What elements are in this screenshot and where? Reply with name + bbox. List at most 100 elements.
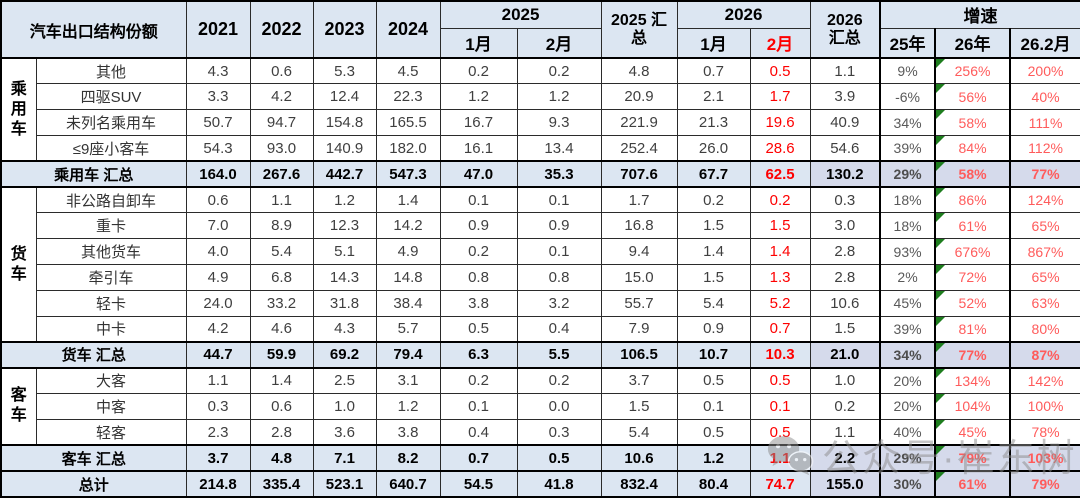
value-cell: 18% — [879, 212, 936, 240]
value-cell: 5.4 — [249, 238, 314, 265]
value-cell: 77% — [1009, 160, 1080, 189]
table-row: 四驱SUV 3.3 4.2 12.4 22.3 1.2 1.2 20.9 2.1 1.7 3.9 -6… — [1, 83, 1080, 111]
value-cell: 14.8 — [375, 264, 441, 291]
value-cell: 10.6 — [809, 289, 881, 317]
value-cell: 79.4 — [375, 340, 441, 369]
value-cell: 0.5 — [676, 367, 751, 395]
value-cell: 31.8 — [312, 289, 377, 317]
header-growth-26feb: 26.2月 — [1009, 27, 1080, 59]
value-cell: 69.2 — [312, 340, 377, 369]
value-cell: 140.9 — [312, 134, 377, 162]
value-cell: 124% — [1009, 186, 1080, 214]
value-cell: 79% — [1009, 470, 1080, 498]
header-2026-sum: 2026 汇总 — [809, 0, 881, 59]
value-cell: 39% — [879, 134, 936, 162]
row-label: 其他货车 — [35, 238, 187, 265]
value-cell: 0.2 — [516, 57, 602, 85]
value-cell: 16.8 — [600, 212, 678, 240]
value-cell: 10.3 — [749, 340, 811, 369]
value-cell: 3.6 — [312, 418, 377, 446]
value-cell: 6.8 — [249, 264, 314, 291]
value-cell: 2.8 — [809, 264, 881, 291]
group-label: 客车 — [0, 367, 37, 446]
value-cell: 547.3 — [375, 160, 441, 189]
value-cell: 38.4 — [375, 289, 441, 317]
value-cell: 5.2 — [749, 289, 811, 317]
value-cell: 0.5 — [676, 418, 751, 446]
value-cell: 9.3 — [516, 109, 602, 136]
value-cell: 1.4 — [249, 367, 314, 395]
summary-row: 货车 汇总 44.7 59.9 69.2 79.4 6.3 5.5 106.5 10.7 10.3… — [0, 340, 1080, 369]
value-cell: 200% — [1009, 57, 1080, 85]
value-cell: 134% — [934, 367, 1011, 395]
value-cell: 0.2 — [439, 57, 518, 85]
value-cell: 2.3 — [185, 418, 251, 446]
value-cell: 52% — [934, 289, 1011, 317]
header-2025-jan: 1月 — [439, 27, 518, 59]
group-label: 货车 — [0, 186, 37, 343]
value-cell: 0.5 — [749, 367, 811, 395]
value-cell: 1.7 — [749, 83, 811, 111]
value-cell: 155.0 — [809, 470, 881, 498]
value-cell: 18% — [879, 186, 936, 214]
value-cell: 0.5 — [516, 444, 602, 472]
value-cell: 4.9 — [375, 238, 441, 265]
value-cell: 0.1 — [676, 393, 751, 420]
value-cell: 267.6 — [249, 160, 314, 189]
value-cell: 0.2 — [439, 238, 518, 265]
value-cell: 3.1 — [375, 367, 441, 395]
value-cell: 13.4 — [516, 134, 602, 162]
header-2025-feb: 2月 — [516, 27, 602, 59]
value-cell: 1.5 — [749, 212, 811, 240]
value-cell: 523.1 — [312, 470, 377, 498]
value-cell: 707.6 — [600, 160, 678, 189]
table-row: 中卡 4.2 4.6 4.3 5.7 0.5 0.4 7.9 0.9 0.7 1.5 39% 81% 80… — [1, 315, 1080, 343]
value-cell: 1.2 — [439, 83, 518, 111]
value-cell: 182.0 — [375, 134, 441, 162]
value-cell: 12.3 — [312, 212, 377, 240]
table-row: 乘用车其他 4.3 0.6 5.3 4.5 0.2 0.2 4.8 0.7 0.5 1.1 9% 256… — [0, 56, 1080, 162]
value-cell: 80.4 — [676, 470, 751, 498]
value-cell: 3.9 — [809, 83, 881, 111]
value-cell: 442.7 — [312, 160, 377, 189]
table-row: 轻卡 24.0 33.2 31.8 38.4 3.8 3.2 55.7 5.4 5.2 10.6 45… — [1, 289, 1080, 317]
value-cell: 1.5 — [600, 393, 678, 420]
header-growth-group: 增速 — [879, 0, 1080, 29]
value-cell: 8.2 — [375, 444, 441, 472]
value-cell: 81% — [934, 315, 1011, 343]
value-cell: 164.0 — [185, 160, 251, 189]
value-cell: 111% — [1009, 109, 1080, 136]
value-cell: 5.1 — [312, 238, 377, 265]
value-cell: 79% — [934, 444, 1011, 472]
value-cell: 1.4 — [676, 238, 751, 265]
value-cell: 154.8 — [312, 109, 377, 136]
value-cell: 30% — [879, 470, 936, 498]
row-label: 客车 汇总 — [0, 444, 187, 472]
group-label: 乘用车 — [0, 56, 37, 162]
value-cell: 61% — [934, 470, 1011, 498]
value-cell: 2.2 — [809, 444, 881, 472]
table-row: 货车非公路自卸车 0.6 1.1 1.2 1.4 0.1 0.1 1.7 0.2 0.2 0.3 18… — [0, 186, 1080, 343]
value-cell: 252.4 — [600, 134, 678, 162]
value-cell: 0.2 — [439, 367, 518, 395]
value-cell: 45% — [879, 289, 936, 317]
value-cell: 67.7 — [676, 160, 751, 189]
row-label: 中客 — [35, 393, 187, 420]
value-cell: 4.3 — [312, 315, 377, 343]
value-cell: 40% — [879, 418, 936, 446]
value-cell: 1.0 — [312, 393, 377, 420]
value-cell: 9% — [879, 57, 936, 85]
value-cell: 1.4 — [375, 186, 441, 214]
value-cell: 20% — [879, 367, 936, 395]
value-cell: 0.1 — [516, 238, 602, 265]
header-2026-group: 2026 — [676, 0, 811, 29]
value-cell: 59.9 — [249, 340, 314, 369]
value-cell: 0.1 — [439, 186, 518, 214]
value-cell: 4.8 — [600, 57, 678, 85]
value-cell: 0.4 — [516, 315, 602, 343]
value-cell: 93% — [879, 238, 936, 265]
value-cell: 0.2 — [749, 186, 811, 214]
value-cell: 14.3 — [312, 264, 377, 291]
table-row: 牵引车 4.9 6.8 14.3 14.8 0.8 0.8 15.0 1.5 1.3 2.8 2% 72… — [1, 264, 1080, 291]
row-label: 轻卡 — [35, 289, 187, 317]
